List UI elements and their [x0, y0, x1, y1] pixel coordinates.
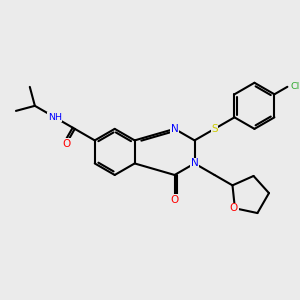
Text: NH: NH — [48, 113, 62, 122]
Text: N: N — [171, 124, 178, 134]
Text: S: S — [211, 124, 218, 134]
Text: N: N — [191, 158, 198, 168]
Text: Cl: Cl — [290, 82, 299, 91]
Text: O: O — [230, 203, 238, 213]
Text: O: O — [170, 195, 179, 205]
Text: O: O — [62, 139, 70, 149]
